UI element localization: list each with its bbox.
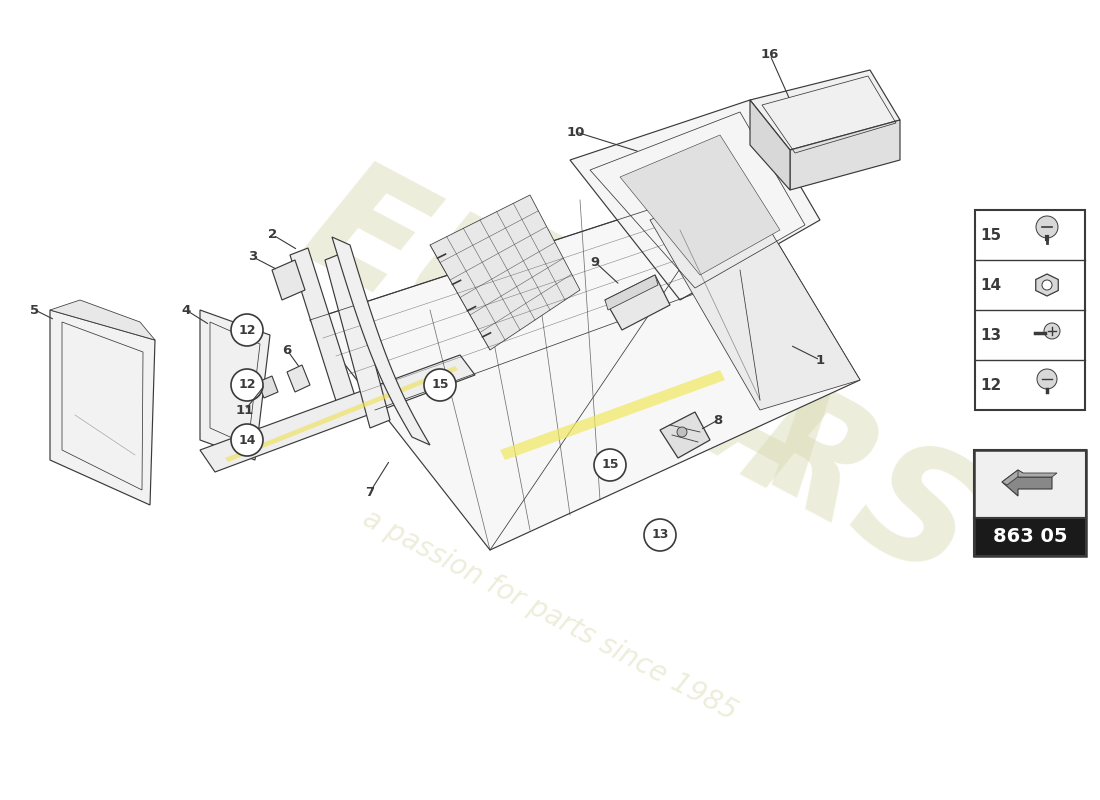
Polygon shape (605, 275, 670, 330)
Text: 3: 3 (249, 250, 257, 263)
Circle shape (231, 424, 263, 456)
Text: 4: 4 (182, 303, 190, 317)
Polygon shape (50, 300, 155, 340)
Circle shape (1042, 280, 1052, 290)
Polygon shape (287, 365, 310, 392)
Polygon shape (570, 100, 820, 300)
Polygon shape (332, 237, 430, 445)
Polygon shape (430, 195, 580, 350)
Text: 7: 7 (365, 486, 375, 498)
Circle shape (424, 369, 456, 401)
Text: 8: 8 (714, 414, 723, 426)
Polygon shape (50, 310, 155, 505)
Text: 15: 15 (980, 227, 1002, 242)
Polygon shape (272, 260, 305, 300)
Text: 16: 16 (761, 49, 779, 62)
Circle shape (231, 314, 263, 346)
Text: 2: 2 (268, 229, 277, 242)
Polygon shape (258, 376, 278, 398)
Polygon shape (605, 275, 658, 310)
Text: EU: EU (280, 146, 563, 394)
Polygon shape (1002, 470, 1052, 496)
Circle shape (644, 519, 676, 551)
Text: RO: RO (430, 201, 732, 459)
Polygon shape (750, 70, 900, 150)
Text: 13: 13 (980, 327, 1002, 342)
Text: 863 05: 863 05 (992, 527, 1067, 546)
Text: 14: 14 (239, 434, 255, 446)
Polygon shape (650, 180, 860, 410)
Polygon shape (290, 248, 360, 420)
Polygon shape (500, 370, 725, 460)
Text: 12: 12 (980, 378, 1002, 393)
Text: 6: 6 (283, 343, 292, 357)
Text: 9: 9 (591, 255, 600, 269)
Polygon shape (200, 310, 270, 460)
Text: 11: 11 (235, 403, 254, 417)
Circle shape (594, 449, 626, 481)
Polygon shape (1036, 274, 1058, 296)
Polygon shape (790, 120, 900, 190)
Circle shape (1044, 323, 1060, 339)
FancyBboxPatch shape (974, 450, 1086, 518)
Polygon shape (200, 355, 475, 472)
Polygon shape (620, 135, 780, 275)
Circle shape (1037, 369, 1057, 389)
Circle shape (676, 427, 688, 437)
Text: 13: 13 (651, 529, 669, 542)
Polygon shape (310, 180, 860, 550)
Text: RS: RS (720, 366, 1003, 614)
Text: 5: 5 (31, 303, 40, 317)
Text: 14: 14 (980, 278, 1002, 293)
Text: a passion for parts since 1985: a passion for parts since 1985 (359, 504, 741, 726)
Text: 15: 15 (431, 378, 449, 391)
Polygon shape (750, 100, 790, 190)
FancyBboxPatch shape (974, 518, 1086, 556)
Polygon shape (660, 412, 710, 458)
Polygon shape (226, 366, 458, 462)
Text: 12: 12 (239, 378, 255, 391)
Text: CA: CA (580, 285, 866, 535)
Polygon shape (1018, 470, 1057, 477)
Polygon shape (1002, 470, 1023, 485)
Circle shape (231, 369, 263, 401)
Text: 1: 1 (815, 354, 825, 366)
Polygon shape (324, 252, 390, 428)
Text: 10: 10 (566, 126, 585, 138)
Text: 15: 15 (602, 458, 618, 471)
Circle shape (1036, 216, 1058, 238)
Text: 12: 12 (239, 323, 255, 337)
